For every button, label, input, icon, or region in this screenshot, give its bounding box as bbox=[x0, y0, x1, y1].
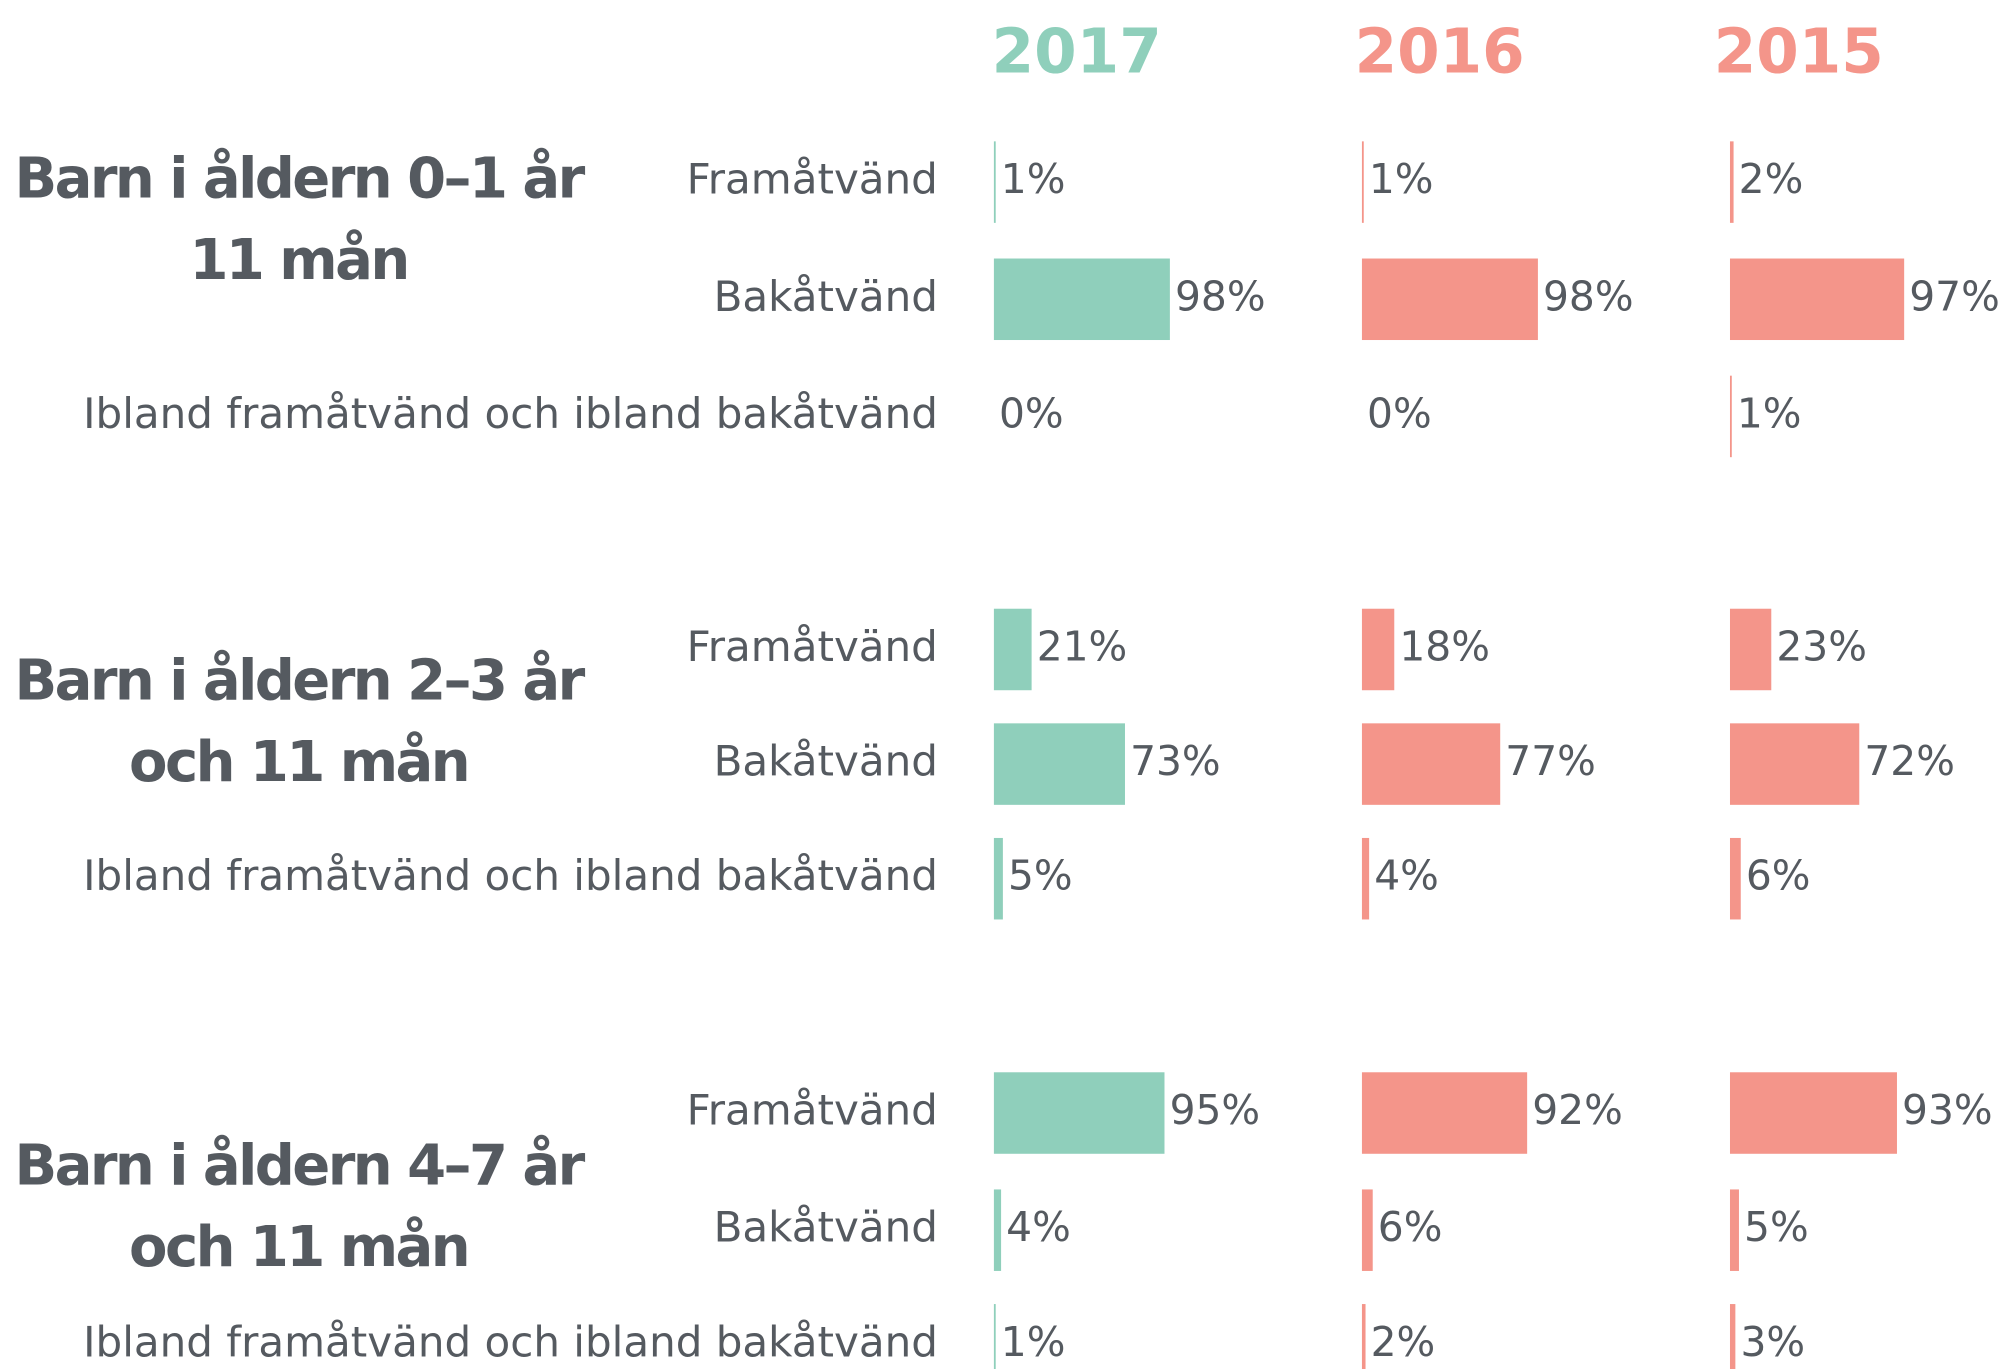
bar bbox=[993, 1072, 1165, 1154]
value-label: 2% bbox=[1739, 155, 1804, 203]
value-label: 4% bbox=[1006, 1203, 1071, 1251]
group-title: och 11 mån bbox=[129, 730, 468, 795]
year-header: 2017 bbox=[992, 17, 1162, 88]
bar bbox=[993, 837, 1003, 920]
bar bbox=[993, 608, 1032, 691]
value-label: 5% bbox=[1744, 1203, 1809, 1251]
row-label: Framåtvänd bbox=[687, 1086, 938, 1135]
bar bbox=[1361, 608, 1395, 691]
group-title: Barn i åldern 0–1 år bbox=[14, 147, 585, 212]
value-label: 0% bbox=[999, 389, 1064, 437]
bar bbox=[1729, 608, 1772, 691]
value-label: 98% bbox=[1175, 272, 1266, 320]
row-label: Bakåtvänd bbox=[714, 737, 938, 786]
bar bbox=[1729, 837, 1741, 920]
bar bbox=[993, 1189, 1002, 1271]
value-label: 2% bbox=[1371, 1318, 1436, 1366]
bar bbox=[993, 1304, 996, 1369]
row-label: Bakåtvänd bbox=[714, 272, 938, 321]
bar bbox=[1361, 141, 1364, 223]
bar bbox=[1729, 258, 1905, 341]
value-label: 18% bbox=[1399, 622, 1490, 670]
bar bbox=[1361, 1072, 1528, 1154]
bar bbox=[1729, 141, 1734, 223]
bar bbox=[1729, 1304, 1736, 1369]
value-label: 6% bbox=[1378, 1203, 1443, 1251]
bar bbox=[1361, 1189, 1373, 1271]
value-label: 98% bbox=[1543, 272, 1634, 320]
value-label: 6% bbox=[1746, 852, 1811, 900]
bar bbox=[1729, 1072, 1897, 1154]
value-label: 1% bbox=[1001, 155, 1066, 203]
bar bbox=[1361, 1304, 1366, 1369]
group-title: Barn i åldern 2–3 år bbox=[14, 648, 585, 713]
value-label: 72% bbox=[1864, 737, 1955, 785]
row-label: Ibland framåtvänd och ibland bakåtvänd bbox=[83, 851, 938, 900]
value-label: 95% bbox=[1170, 1086, 1261, 1134]
bar bbox=[993, 141, 996, 223]
bar bbox=[1729, 723, 1860, 805]
row-label: Framåtvänd bbox=[687, 622, 938, 671]
row-label: Ibland framåtvänd och ibland bakåtvänd bbox=[83, 1317, 938, 1366]
bar bbox=[1361, 837, 1370, 920]
group-title: och 11 mån bbox=[129, 1215, 468, 1280]
value-label: 4% bbox=[1374, 852, 1439, 900]
bar bbox=[993, 723, 1125, 805]
value-label: 0% bbox=[1367, 389, 1432, 437]
row-label: Framåtvänd bbox=[687, 155, 938, 204]
value-label: 21% bbox=[1037, 622, 1128, 670]
value-label: 77% bbox=[1505, 737, 1596, 785]
bar bbox=[1729, 1189, 1739, 1271]
value-label: 3% bbox=[1740, 1318, 1805, 1366]
bar bbox=[993, 258, 1170, 341]
row-label: Ibland framåtvänd och ibland bakåtvänd bbox=[83, 389, 938, 438]
group-title: 11 mån bbox=[189, 228, 407, 293]
year-header: 2016 bbox=[1355, 17, 1525, 88]
year-header: 2015 bbox=[1714, 17, 1884, 88]
bar bbox=[1361, 723, 1501, 805]
value-label: 92% bbox=[1532, 1086, 1623, 1134]
value-label: 1% bbox=[1737, 389, 1802, 437]
value-label: 23% bbox=[1776, 622, 1867, 670]
bar bbox=[1361, 258, 1538, 341]
value-label: 73% bbox=[1130, 737, 1221, 785]
value-label: 97% bbox=[1909, 272, 1998, 320]
value-label: 93% bbox=[1902, 1086, 1993, 1134]
value-label: 1% bbox=[1369, 155, 1434, 203]
group-title: Barn i åldern 4–7 år bbox=[14, 1134, 585, 1199]
row-label: Bakåtvänd bbox=[714, 1203, 938, 1252]
bar bbox=[1729, 375, 1732, 458]
value-label: 5% bbox=[1008, 852, 1073, 900]
value-label: 1% bbox=[1001, 1318, 1066, 1366]
